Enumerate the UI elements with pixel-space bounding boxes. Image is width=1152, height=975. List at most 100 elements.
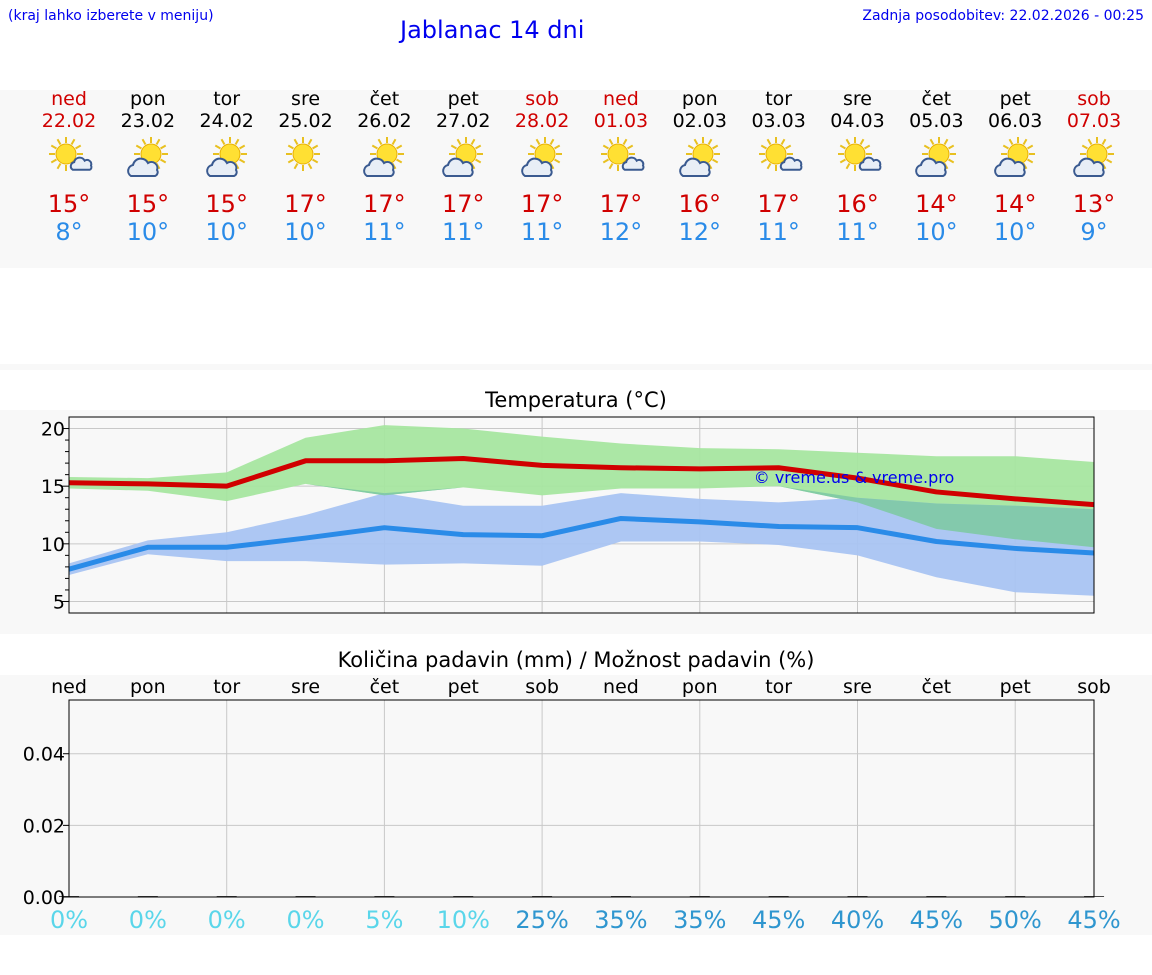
- day-column: tor 03.03 17° 11°: [739, 88, 819, 246]
- forecast-band: [0, 90, 1152, 268]
- plot-frame: [68, 416, 1095, 614]
- precip-day-label: čet: [370, 676, 400, 698]
- day-name: ned: [603, 88, 639, 110]
- max-temp: 16°: [836, 190, 879, 218]
- precip-chance-label: 5%: [365, 906, 403, 934]
- min-temp: 10°: [993, 218, 1037, 246]
- day-date: 26.02: [357, 110, 412, 132]
- day-column: ned 01.03 17° 12°: [581, 88, 661, 246]
- precip-chance-label: 40%: [831, 906, 884, 934]
- day-date: 06.03: [987, 110, 1043, 132]
- day-date: 01.03: [593, 110, 649, 132]
- min-temp: 10°: [126, 218, 170, 246]
- precipitation-chart: ned pon tor sre čet pet sob ned pon tor sre čet pet s…: [23, 676, 1121, 934]
- day-name: pon: [129, 88, 166, 110]
- day-name: sob: [525, 88, 559, 110]
- min-temp: 10°: [205, 218, 248, 246]
- precip-chance-label: 0%: [287, 906, 325, 934]
- plot-area: [69, 700, 1094, 897]
- cloud-sun-icon: [1073, 137, 1115, 177]
- cloud-sun-icon: [994, 137, 1036, 177]
- precip-day-label: tor: [765, 676, 792, 698]
- precip-chance-label: 35%: [673, 906, 726, 934]
- precip-day-label: sre: [843, 676, 872, 698]
- precip-chance-label: 10%: [437, 906, 490, 934]
- day-column: pon 23.02 15° 10°: [108, 88, 188, 246]
- day-name: pon: [681, 88, 718, 110]
- day-date: 07.03: [1066, 110, 1122, 132]
- precip-day-label: ned: [51, 676, 87, 698]
- cloud-sun-icon: [363, 137, 405, 177]
- y-tick-label: 0.04: [23, 744, 65, 766]
- precip-chance-label: 0%: [129, 906, 167, 934]
- page-title: Jablanac 14 dni: [400, 16, 585, 44]
- min-temp: 10°: [284, 218, 327, 246]
- precip-day-label: sob: [1077, 676, 1111, 698]
- sun-cloud-icon: [49, 137, 93, 171]
- day-date: 02.03: [672, 110, 727, 132]
- cloud-sun-icon: [915, 137, 957, 177]
- precip-chance-label: 45%: [752, 906, 805, 934]
- sun-cloud-icon: [837, 137, 881, 171]
- min-temp: 10°: [915, 218, 958, 246]
- day-column: sre 25.02 17° 10°: [266, 88, 346, 246]
- max-temp: 14°: [915, 190, 958, 218]
- day-column: pet 06.03 14° 10°: [975, 88, 1055, 246]
- min-temp: 11°: [520, 218, 564, 246]
- max-temp: 17°: [757, 190, 800, 218]
- temperature-chart: 5 10 15 20 © vreme.us & vreme.pro: [41, 416, 1095, 614]
- precip-chance-label: 0%: [50, 906, 88, 934]
- min-temp: 11°: [836, 218, 879, 246]
- precip-chance-label: 45%: [910, 906, 963, 934]
- precip-day-label: pon: [682, 676, 718, 698]
- precip-day-label: pon: [130, 676, 166, 698]
- max-range-band: [69, 425, 1095, 548]
- day-name: ned: [51, 88, 87, 110]
- max-temp: 14°: [993, 190, 1037, 218]
- day-date: 05.03: [909, 110, 964, 132]
- day-column: tor 24.02 15° 10°: [187, 88, 267, 246]
- cloud-sun-icon: [127, 137, 168, 177]
- day-column: sob 07.03 13° 9°: [1054, 88, 1134, 246]
- separator-band: [0, 364, 1152, 370]
- day-date: 25.02: [278, 110, 333, 132]
- day-date: 28.02: [514, 110, 570, 132]
- day-date: 03.03: [751, 110, 806, 132]
- day-column: pon 02.03 16° 12°: [660, 88, 740, 246]
- precip-chance-label: 35%: [594, 906, 647, 934]
- min-range-band: [69, 493, 1095, 596]
- day-name: pet: [999, 88, 1031, 110]
- max-temp: 15°: [126, 190, 170, 218]
- max-temp: 13°: [1072, 190, 1116, 218]
- day-date: 24.02: [199, 110, 254, 132]
- max-temp: 17°: [363, 190, 406, 218]
- precip-day-label: sob: [525, 676, 559, 698]
- day-column: čet 26.02 17° 11°: [344, 88, 424, 246]
- precip-day-label: čet: [922, 676, 952, 698]
- min-temp: 12°: [599, 218, 643, 246]
- y-tick-label: 5: [53, 591, 65, 613]
- day-name: sre: [843, 88, 872, 110]
- max-temp: 17°: [520, 190, 564, 218]
- day-column: ned 22.02 15° 8°: [29, 88, 109, 246]
- day-date: 04.03: [830, 110, 885, 132]
- day-column: sob 28.02 17° 11°: [502, 88, 582, 246]
- min-temp: 11°: [441, 218, 485, 246]
- precip-chance-label: 0%: [208, 906, 246, 934]
- sun-cloud-icon: [758, 137, 803, 171]
- overlap-band: [305, 483, 1095, 548]
- cloud-sun-icon: [205, 137, 247, 177]
- day-date: 23.02: [120, 110, 176, 132]
- day-date: 22.02: [41, 110, 97, 132]
- min-temp-line: [68, 515, 1095, 572]
- sun-icon: [285, 137, 320, 171]
- header-note[interactable]: (kraj lahko izberete v meniju): [8, 8, 214, 24]
- day-name: čet: [921, 88, 952, 110]
- day-name: sre: [291, 88, 321, 110]
- max-temp: 15°: [205, 190, 248, 218]
- precip-title: Količina padavin (mm) / Možnost padavin …: [337, 648, 815, 672]
- precip-day-label: ned: [603, 676, 639, 698]
- cloud-sun-icon: [442, 137, 484, 177]
- precip-day-label: sre: [291, 676, 320, 698]
- day-name: pet: [447, 88, 479, 110]
